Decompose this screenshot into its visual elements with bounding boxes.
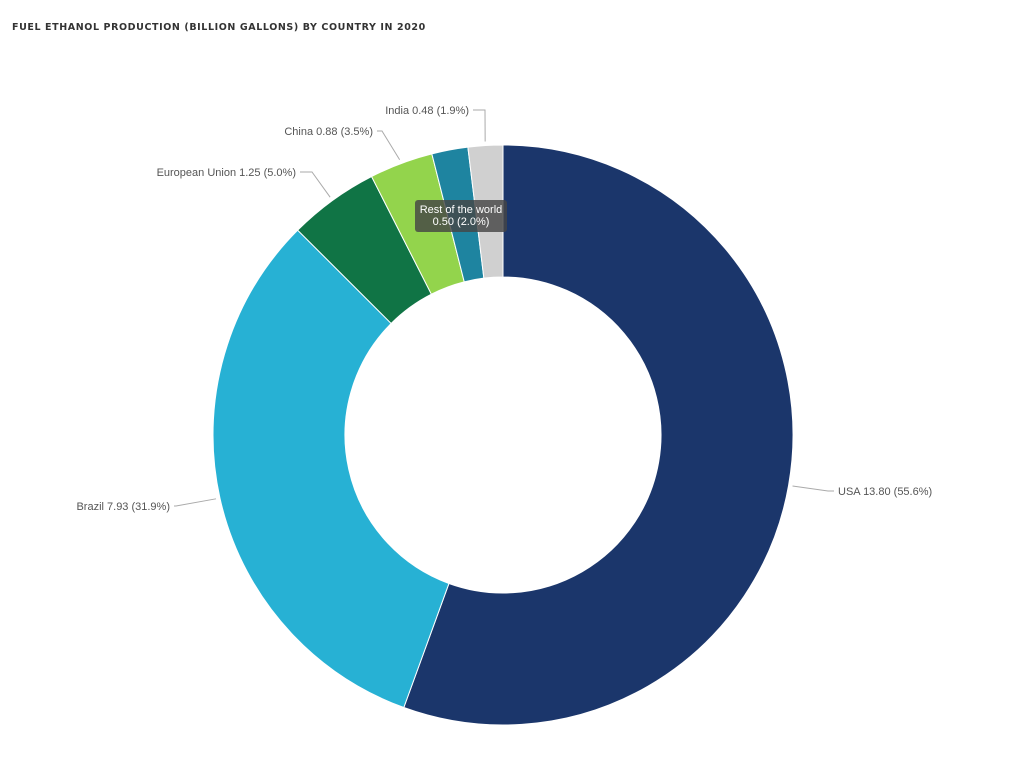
tooltip-box <box>415 200 507 232</box>
label-european-union: European Union 1.25 (5.0%) <box>157 167 296 179</box>
chart-title: FUEL ETHANOL PRODUCTION (BILLION GALLONS… <box>12 22 426 33</box>
tooltip-label: Rest of the world <box>420 204 503 216</box>
label-china: China 0.88 (3.5%) <box>284 126 373 138</box>
tooltip-value: 0.50 (2.0%) <box>433 216 490 228</box>
slice-usa[interactable] <box>403 144 794 726</box>
labels-group: USA 13.80 (55.6%) Brazil 7.93 (31.9%) Euro… <box>76 105 932 513</box>
slice-brazil[interactable] <box>212 229 450 709</box>
leader-line-brazil <box>174 498 217 507</box>
leader-line-india <box>473 109 486 142</box>
leader-line-european-union <box>300 171 331 198</box>
label-india: India 0.48 (1.9%) <box>385 105 469 117</box>
label-usa: USA 13.80 (55.6%) <box>838 486 932 498</box>
label-brazil: Brazil 7.93 (31.9%) <box>76 501 170 513</box>
slices-group <box>212 144 794 726</box>
leader-line-usa <box>792 485 834 492</box>
leader-line-china <box>377 130 401 161</box>
